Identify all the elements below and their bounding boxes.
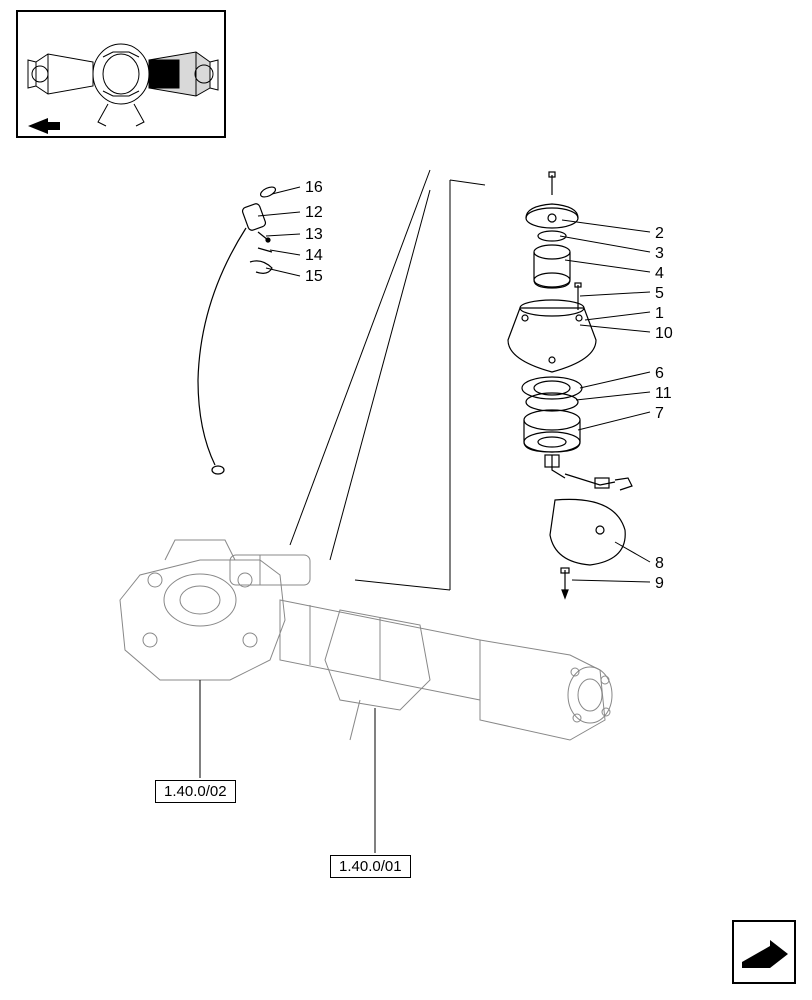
cable-assembly xyxy=(198,185,277,474)
next-page-icon xyxy=(732,920,796,984)
axle-assembly xyxy=(120,540,612,740)
callout-6: 6 xyxy=(655,365,664,383)
callout-3: 3 xyxy=(655,245,664,263)
callout-4: 4 xyxy=(655,265,664,283)
ref-label-2: 1.40.0/01 xyxy=(330,855,411,878)
ref-label-1: 1.40.0/02 xyxy=(155,780,236,803)
ref-leader-lines xyxy=(200,680,375,853)
callout-16: 16 xyxy=(305,179,323,197)
callout-9: 9 xyxy=(655,575,664,593)
bracket-right xyxy=(355,180,485,590)
main-diagram xyxy=(0,0,812,1000)
exploded-column xyxy=(508,172,632,598)
callout-1: 1 xyxy=(655,305,664,323)
callout-8: 8 xyxy=(655,555,664,573)
callout-10: 10 xyxy=(655,325,673,343)
callout-14: 14 xyxy=(305,247,323,265)
callout-15: 15 xyxy=(305,268,323,286)
callout-11: 11 xyxy=(655,385,672,403)
callout-12: 12 xyxy=(305,204,323,222)
callout-5: 5 xyxy=(655,285,664,303)
callout-2: 2 xyxy=(655,225,664,243)
callout-13: 13 xyxy=(305,226,323,244)
callout-7: 7 xyxy=(655,405,664,423)
